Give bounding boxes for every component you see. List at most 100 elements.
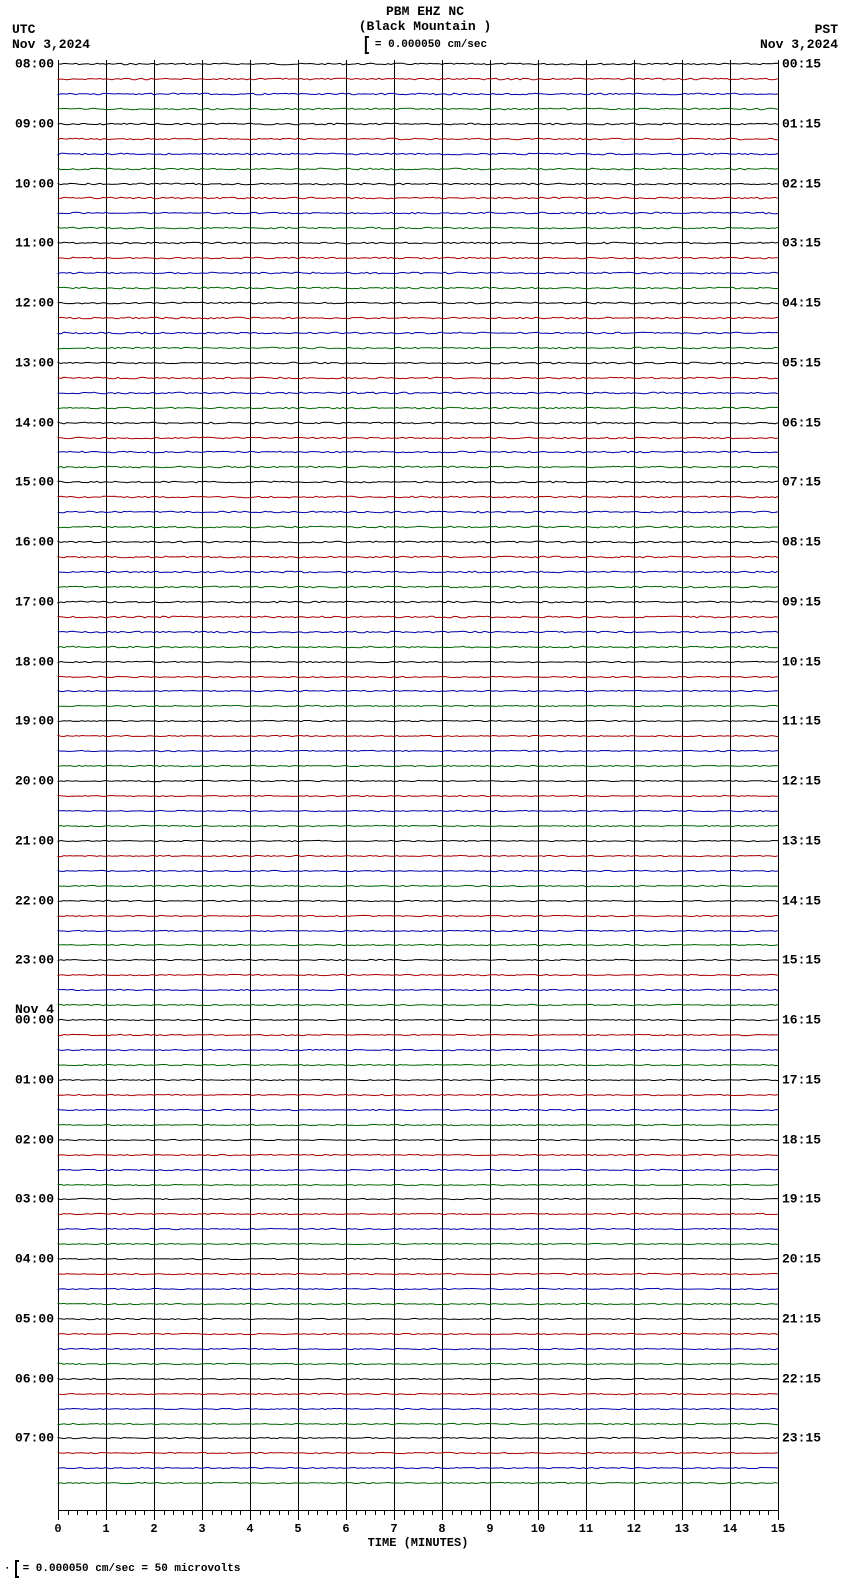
left-hour-label: 05:00 — [15, 1311, 54, 1326]
right-hour-label: 20:15 — [782, 1252, 821, 1267]
seismic-trace — [58, 688, 778, 694]
seismic-trace — [58, 942, 778, 948]
gridline-vertical — [346, 60, 347, 1510]
station-name: (Black Mountain ) — [359, 19, 492, 34]
seismic-trace — [58, 136, 778, 142]
seismic-trace — [58, 255, 778, 261]
left-hour-label: 17:00 — [15, 594, 54, 609]
seismic-trace — [58, 928, 778, 934]
seismic-trace — [58, 121, 778, 127]
gridline-vertical — [682, 60, 683, 1510]
seismic-trace — [58, 898, 778, 904]
right-hour-label: 14:15 — [782, 893, 821, 908]
seismic-trace — [58, 405, 778, 411]
x-tick-major — [634, 1510, 635, 1520]
seismic-trace — [58, 1256, 778, 1262]
plot-area: TIME (MINUTES) 0123456789101112131415 08… — [58, 60, 778, 1510]
x-tick-label: 14 — [723, 1522, 737, 1536]
right-hour-label: 10:15 — [782, 654, 821, 669]
x-tick-major — [298, 1510, 299, 1520]
left-hour-label: 09:00 — [15, 116, 54, 131]
seismic-trace — [58, 1077, 778, 1083]
left-hour-label: 01:00 — [15, 1072, 54, 1087]
left-hour-label: 10:00 — [15, 176, 54, 191]
seismic-trace — [58, 509, 778, 515]
gridline-vertical — [250, 60, 251, 1510]
seismic-trace — [58, 524, 778, 530]
seismic-trace — [58, 972, 778, 978]
left-hour-label: 11:00 — [15, 236, 54, 251]
right-hour-label: 00:15 — [782, 57, 821, 72]
gridline-vertical — [634, 60, 635, 1510]
footer-marker: ∙ — [4, 1563, 11, 1575]
seismic-trace — [58, 1002, 778, 1008]
seismic-trace — [58, 808, 778, 814]
seismic-trace — [58, 674, 778, 680]
seismic-trace — [58, 1196, 778, 1202]
seismic-trace — [58, 718, 778, 724]
x-tick-label: 3 — [198, 1522, 205, 1536]
x-tick-major — [778, 1510, 779, 1520]
left-hour-label: 19:00 — [15, 714, 54, 729]
right-hour-label: 09:15 — [782, 594, 821, 609]
seismic-trace — [58, 1241, 778, 1247]
seismic-trace — [58, 1406, 778, 1412]
gridline-vertical — [106, 60, 107, 1510]
seismic-trace — [58, 539, 778, 545]
x-tick-major — [58, 1510, 59, 1520]
left-hour-label: 16:00 — [15, 535, 54, 550]
seismic-trace — [58, 1107, 778, 1113]
seismic-trace — [58, 1032, 778, 1038]
gridline-vertical — [298, 60, 299, 1510]
seismic-trace — [58, 1435, 778, 1441]
right-hour-label: 11:15 — [782, 714, 821, 729]
x-tick-major — [586, 1510, 587, 1520]
x-tick-major — [202, 1510, 203, 1520]
seismic-trace — [58, 1167, 778, 1173]
x-tick-major — [490, 1510, 491, 1520]
seismic-trace — [58, 1316, 778, 1322]
right-timezone: PST — [815, 22, 838, 37]
left-hour-label: 15:00 — [15, 475, 54, 490]
seismic-trace — [58, 569, 778, 575]
left-hour-label: 20:00 — [15, 774, 54, 789]
seismic-trace — [58, 375, 778, 381]
right-hour-label: 03:15 — [782, 236, 821, 251]
seismic-trace — [58, 748, 778, 754]
x-axis-label: TIME (MINUTES) — [368, 1536, 469, 1550]
x-tick-label: 12 — [627, 1522, 641, 1536]
x-tick-major — [682, 1510, 683, 1520]
gridline-vertical — [778, 60, 779, 1510]
seismic-trace — [58, 106, 778, 112]
left-date: Nov 3,2024 — [12, 37, 90, 52]
seismic-trace — [58, 1152, 778, 1158]
right-hour-label: 08:15 — [782, 535, 821, 550]
x-axis-line — [58, 1510, 778, 1511]
right-hour-label: 15:15 — [782, 953, 821, 968]
right-hour-label: 07:15 — [782, 475, 821, 490]
seismic-trace — [58, 1182, 778, 1188]
gridline-vertical — [538, 60, 539, 1510]
left-hour-label: 03:00 — [15, 1192, 54, 1207]
x-tick-major — [346, 1510, 347, 1520]
x-axis: TIME (MINUTES) 0123456789101112131415 — [58, 1510, 778, 1540]
seismic-trace — [58, 1137, 778, 1143]
seismic-trace — [58, 763, 778, 769]
seismic-trace — [58, 868, 778, 874]
right-hour-label: 18:15 — [782, 1132, 821, 1147]
x-tick-major — [106, 1510, 107, 1520]
left-hour-label: 12:00 — [15, 296, 54, 311]
left-hour-label: 04:00 — [15, 1252, 54, 1267]
right-hour-label: 17:15 — [782, 1072, 821, 1087]
x-tick-label: 15 — [771, 1522, 785, 1536]
seismic-trace — [58, 285, 778, 291]
x-tick-label: 0 — [54, 1522, 61, 1536]
gridline-vertical — [394, 60, 395, 1510]
seismic-trace — [58, 853, 778, 859]
seismic-trace — [58, 1465, 778, 1471]
seismic-trace — [58, 838, 778, 844]
seismic-trace — [58, 91, 778, 97]
seismic-trace — [58, 195, 778, 201]
station-code: PBM EHZ NC — [386, 4, 464, 19]
seismic-trace — [58, 181, 778, 187]
